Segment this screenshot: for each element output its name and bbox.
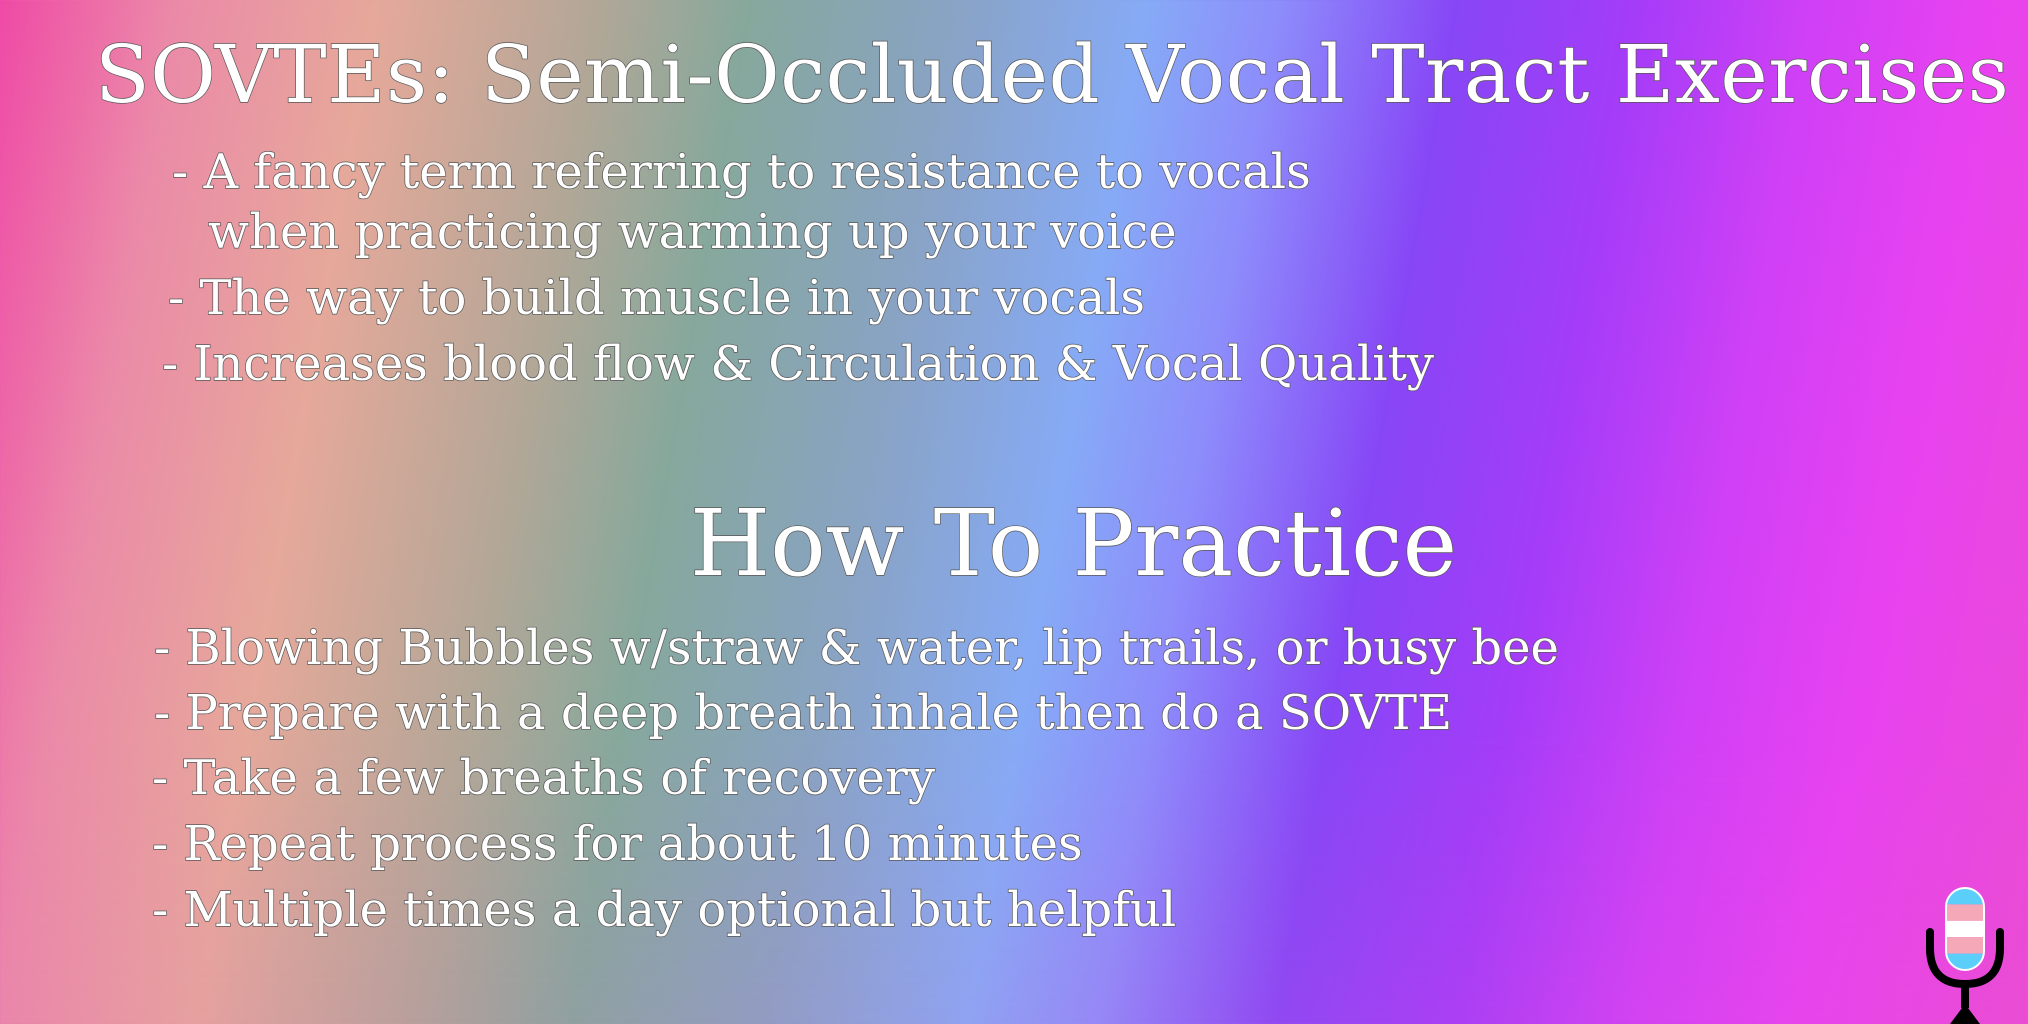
- definition-item: - The way to build muscle in your vocals: [167, 269, 1146, 326]
- practice-item: - Multiple times a day optional but help…: [151, 881, 1177, 938]
- practice-item: - Blowing Bubbles w/straw & water, lip t…: [153, 619, 1559, 676]
- page-title: SOVTEs: Semi-Occluded Vocal Tract Exerci…: [94, 27, 2010, 121]
- section-heading: How To Practice: [689, 489, 1458, 597]
- practice-item: - Prepare with a deep breath inhale then…: [153, 684, 1452, 741]
- definition-item-continued: when practicing warming up your voice: [207, 203, 1177, 260]
- microphone-icon: [1910, 880, 2020, 1024]
- practice-item: - Take a few breaths of recovery: [151, 749, 935, 806]
- definition-item: - A fancy term referring to resistance t…: [171, 143, 1311, 200]
- definition-item: - Increases blood flow & Circulation & V…: [161, 335, 1434, 392]
- practice-item: - Repeat process for about 10 minutes: [151, 815, 1083, 872]
